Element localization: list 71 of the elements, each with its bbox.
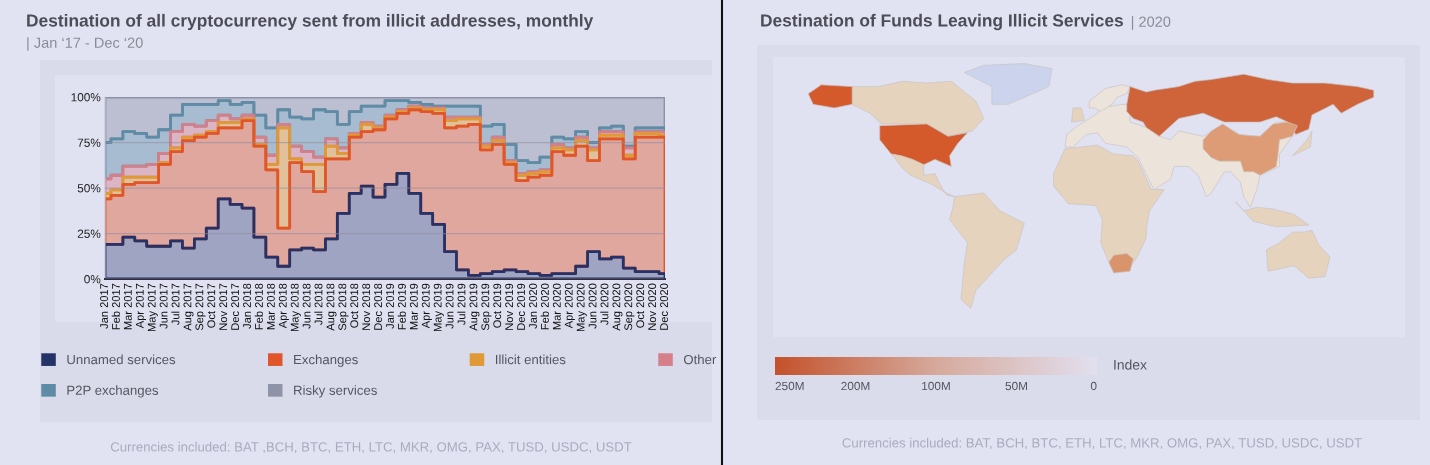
text: Destination of Funds Leaving Illicit Services xyxy=(761,13,1123,31)
x-tick-label: Dec 2019 xyxy=(517,283,525,330)
legend-label: Exchanges xyxy=(294,354,358,367)
x-tick-label: Dec 2017 xyxy=(231,283,240,330)
x-tick-label: Apr 2019 xyxy=(421,283,432,329)
x-tick-label: May 2020 xyxy=(576,283,587,332)
x-tick-label: Mar 2017 xyxy=(123,283,132,330)
x-tick-label: Jul 2020 xyxy=(600,283,609,325)
legend-label: P2P exchanges xyxy=(67,385,159,398)
color-bar-title: Index xyxy=(1114,359,1147,370)
x-tick-label: Aug 2019 xyxy=(469,283,480,331)
text: 250M xyxy=(775,381,804,391)
y-tick-label: 75% xyxy=(77,138,101,147)
x-tick-label: Mar 2018 xyxy=(266,283,275,330)
x-tick-label: Mar 2020 xyxy=(552,283,561,330)
x-tick-label: Jan 2018 xyxy=(243,283,251,329)
x-tick-label: Sep 2020 xyxy=(624,283,635,331)
chart-title: Destination of all cryptocurrency sent from illicit addresses, monthly xyxy=(27,13,594,31)
x-tick-label: Feb 2019 xyxy=(397,283,406,330)
text: Currencies included: BAT ,BCH, BTC, ETH, LTC, MKR, OMG, PAX, TUSD, USDC, USDT xyxy=(110,441,632,454)
y-tick-label: 25% xyxy=(77,229,101,238)
legend-label: Unnamed services xyxy=(67,354,176,365)
x-tick-label: Jul 2019 xyxy=(457,283,466,325)
x-tick-label: Nov 2020 xyxy=(648,283,657,330)
x-tick-label: Jun 2020 xyxy=(588,283,597,329)
text: 100M xyxy=(922,381,950,391)
x-tick-label: Sep 2019 xyxy=(481,283,492,331)
x-tick-label: Aug 2017 xyxy=(183,283,194,331)
x-tick-label: Feb 2018 xyxy=(254,283,263,330)
legend-label: Other xyxy=(683,354,717,365)
x-tick-label: Jun 2017 xyxy=(159,283,168,329)
legend-label: Risky services xyxy=(294,385,377,398)
x-tick-label: Sep 2017 xyxy=(195,283,206,331)
x-tick-label: Dec 2020 xyxy=(660,283,668,330)
x-tick-label: Jan 2017 xyxy=(100,283,108,329)
text: 0 xyxy=(1090,381,1097,391)
y-tick-label: 0% xyxy=(84,275,101,284)
x-tick-label: Oct 2017 xyxy=(207,283,216,328)
x-tick-label: Oct 2018 xyxy=(350,283,359,328)
x-tick-label: Dec 2018 xyxy=(374,283,383,330)
chart-subtitle: | Jan ‘17 - Dec ‘20 xyxy=(27,37,143,51)
text: 50M xyxy=(1005,381,1028,391)
y-tick-label: 100% xyxy=(71,93,101,102)
text: | 2020 xyxy=(1131,16,1171,30)
x-tick-label: Apr 2017 xyxy=(135,283,146,329)
x-tick-label: Jun 2018 xyxy=(302,283,311,329)
text: Currencies included: BAT, BCH, BTC, ETH, LTC, MKR, OMG, PAX, TUSD, USDC, USDT xyxy=(842,437,1362,450)
x-tick-label: Jan 2019 xyxy=(386,283,394,329)
x-tick-label: Feb 2017 xyxy=(111,283,120,330)
x-tick-label: May 2018 xyxy=(290,283,301,332)
x-tick-label: Jul 2018 xyxy=(314,283,323,325)
x-tick-label: Aug 2020 xyxy=(612,283,623,331)
x-tick-label: Nov 2019 xyxy=(505,283,514,330)
legend-label: Illicit entities xyxy=(495,354,566,365)
x-tick-label: Nov 2017 xyxy=(219,283,228,330)
x-tick-label: Apr 2018 xyxy=(278,283,289,329)
x-tick-label: Jan 2020 xyxy=(529,283,537,329)
y-tick-label: 50% xyxy=(77,184,101,193)
x-tick-label: May 2017 xyxy=(147,283,158,332)
x-tick-label: Jun 2019 xyxy=(445,283,454,329)
text: 200M xyxy=(841,381,870,391)
x-tick-label: Aug 2018 xyxy=(326,283,337,331)
x-tick-label: Mar 2019 xyxy=(409,283,418,330)
x-tick-label: May 2019 xyxy=(433,283,444,332)
x-tick-label: Oct 2020 xyxy=(636,283,645,328)
x-tick-label: Feb 2020 xyxy=(540,283,549,330)
x-tick-label: Jul 2017 xyxy=(171,283,180,325)
x-tick-label: Apr 2020 xyxy=(564,283,575,329)
x-tick-label: Sep 2018 xyxy=(338,283,349,331)
x-tick-label: Nov 2018 xyxy=(362,283,371,330)
x-tick-label: Oct 2019 xyxy=(493,283,502,328)
